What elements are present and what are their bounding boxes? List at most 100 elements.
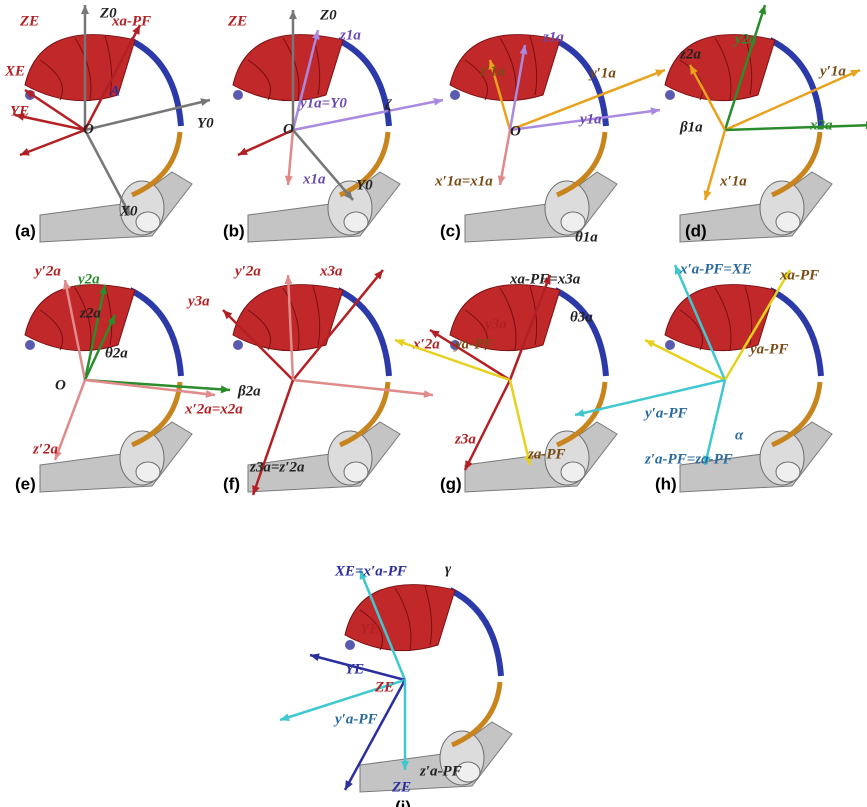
- blue-arc: [130, 290, 181, 376]
- axis-label: y′2a: [33, 263, 61, 279]
- axis-label: ZE: [391, 779, 411, 795]
- axis-arrow: [85, 100, 210, 130]
- axis-arrow: [20, 130, 85, 155]
- panel-tag: (i): [395, 797, 411, 807]
- axis-label: XE=x′a-PF: [334, 563, 407, 579]
- ball: [665, 90, 675, 100]
- platform-dome: [345, 585, 455, 651]
- arrow-head: [758, 5, 766, 15]
- axis-label: y2a: [76, 271, 100, 287]
- arrow-head: [221, 385, 230, 393]
- axis-label: ya-PF: [748, 341, 788, 357]
- arrow-head: [81, 5, 89, 14]
- actuator-cap: [344, 462, 368, 482]
- base: [40, 422, 192, 492]
- axis-label: y′a-PF: [333, 711, 378, 727]
- platform-dome: [665, 35, 775, 101]
- panel-tag: (h): [655, 474, 677, 493]
- axis-label: YE: [360, 621, 379, 637]
- axis-label: O: [83, 121, 94, 137]
- axis-label: z′a-PF=za-PF: [644, 451, 733, 467]
- axis-label: x′2a=x2a: [184, 401, 243, 417]
- axis-label: za-PF: [527, 446, 566, 462]
- axis-label: y1a=Y0: [298, 95, 347, 111]
- axis-label: XE: [4, 63, 25, 79]
- base: [360, 722, 512, 792]
- axis-label: z2a: [79, 305, 101, 321]
- panel: ZEZ0xa-PFXEAYEY0OX0(a): [4, 5, 214, 242]
- axis-arrow: [705, 130, 725, 200]
- axis-label: ZE: [374, 679, 394, 695]
- axis-label: θ2a: [105, 345, 128, 361]
- axis-label: xa-PF: [779, 267, 819, 283]
- axis-arrow: [725, 125, 867, 130]
- ball: [450, 90, 460, 100]
- arrow-head: [289, 10, 297, 19]
- axis-arrow: [293, 380, 433, 395]
- actuator-cap: [776, 212, 800, 232]
- axis-label: x′1a=x1a: [434, 173, 493, 189]
- axis-label: YE: [345, 661, 364, 677]
- axis-label: y′a-PF: [643, 405, 688, 421]
- arrow-head: [655, 70, 665, 77]
- actuator-cap: [776, 462, 800, 482]
- panel-tag: (g): [440, 474, 462, 493]
- panel-tag: (f): [223, 474, 240, 493]
- axis-label: A: [109, 83, 120, 99]
- axis-label: x1a: [302, 171, 326, 187]
- axis-label: z′2a: [32, 441, 59, 457]
- base: [248, 422, 400, 492]
- blue-arc: [450, 590, 501, 676]
- axis-label: z3a=z′2a: [249, 459, 305, 475]
- ball: [345, 640, 355, 650]
- axis-arrow: [465, 380, 510, 470]
- axis-label: z′1a: [479, 63, 506, 79]
- axis-label: z′a-PF: [419, 763, 462, 779]
- blue-arc: [770, 40, 821, 126]
- axis-label: O: [283, 121, 294, 137]
- axis-label: X0: [119, 203, 138, 219]
- platform-dome: [233, 35, 343, 101]
- arrow-head: [284, 275, 292, 284]
- axis-arrow: [510, 380, 530, 465]
- axis-label: z2a: [679, 46, 701, 62]
- actuator-cap: [136, 212, 160, 232]
- axis-label: β1a: [679, 119, 703, 135]
- axis-label: x3a: [319, 263, 343, 279]
- panel: x′a-PF=XE xa-PF ya-PF y′a-PF αz′a-PF=za-PF (h…: [575, 261, 832, 493]
- axis-label: x2a: [809, 117, 833, 133]
- ball: [665, 340, 675, 350]
- axis-arrow: [85, 130, 130, 215]
- panel-tag: (d): [685, 221, 707, 240]
- panel: xa-PF=x3ay3aya-PFθ3az3aza-PF(g): [395, 271, 617, 493]
- axis-label: Z0: [319, 7, 337, 23]
- axis-label: Y0: [356, 177, 373, 193]
- ball: [25, 340, 35, 350]
- axis-label: z1a: [339, 27, 361, 43]
- panel-tag: (c): [440, 221, 461, 240]
- axis-label: y1a: [578, 111, 602, 127]
- axis-label: Y0: [197, 115, 214, 131]
- actuator-cap: [136, 462, 160, 482]
- arrow-head: [395, 339, 405, 347]
- axis-label: β2a: [237, 383, 261, 399]
- panel-tag: (e): [15, 474, 36, 493]
- axis-label: ya-PF: [453, 336, 493, 352]
- axis-label: ZE: [227, 13, 247, 29]
- axis-label: YE: [10, 103, 29, 119]
- panel: z′1az1ay′1aOy1ax′1a=x1aθ1a(c): [434, 29, 665, 245]
- panel: ZEZ0z1ay1a=Y0ζOx1aY0(b): [223, 7, 443, 242]
- actuator-cap: [344, 212, 368, 232]
- blue-arc: [555, 290, 606, 376]
- actuator-cap: [561, 462, 585, 482]
- axis-label: y3a: [483, 316, 507, 332]
- ball: [233, 90, 243, 100]
- axis-label: θ3a: [570, 309, 593, 325]
- arrow-head: [498, 175, 506, 185]
- axis-label: x′a-PF=XE: [679, 261, 752, 277]
- axis-label: α: [735, 427, 744, 443]
- arrow-head: [280, 713, 290, 721]
- axis-label: O: [510, 123, 521, 139]
